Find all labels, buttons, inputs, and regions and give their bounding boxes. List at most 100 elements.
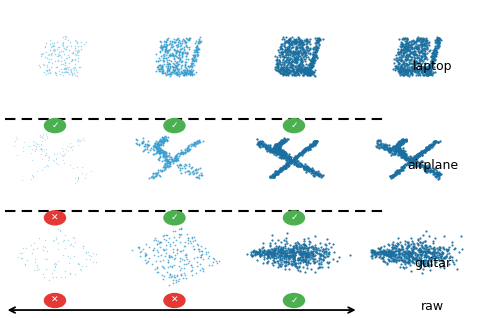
- Point: [270, 258, 278, 263]
- Point: [43, 134, 51, 139]
- Point: [162, 150, 170, 155]
- Point: [296, 259, 304, 265]
- Point: [191, 237, 199, 242]
- Point: [391, 148, 399, 153]
- Point: [402, 53, 410, 59]
- Point: [164, 154, 172, 159]
- Point: [160, 43, 168, 48]
- Point: [260, 250, 267, 255]
- Point: [377, 250, 385, 255]
- Point: [427, 143, 435, 148]
- Point: [396, 254, 403, 259]
- Point: [47, 44, 55, 49]
- Point: [158, 139, 166, 144]
- Point: [184, 71, 191, 76]
- Point: [394, 50, 402, 55]
- Point: [271, 259, 279, 264]
- Point: [392, 147, 400, 152]
- Point: [174, 164, 182, 169]
- Point: [292, 155, 299, 160]
- Point: [382, 252, 390, 257]
- Point: [388, 146, 395, 151]
- Point: [319, 258, 326, 263]
- Point: [421, 55, 428, 60]
- Point: [294, 49, 302, 54]
- Point: [283, 67, 291, 72]
- Point: [311, 73, 319, 78]
- Point: [400, 73, 407, 78]
- Point: [288, 247, 296, 252]
- Point: [185, 146, 193, 151]
- Point: [281, 242, 289, 247]
- Point: [309, 57, 317, 62]
- Point: [431, 246, 439, 252]
- Point: [405, 160, 413, 165]
- Point: [386, 174, 394, 179]
- Point: [268, 175, 275, 180]
- Point: [18, 256, 26, 261]
- Point: [181, 62, 189, 67]
- Point: [276, 263, 283, 268]
- Point: [52, 65, 60, 70]
- Point: [434, 45, 442, 51]
- Point: [405, 250, 413, 255]
- Point: [152, 150, 160, 155]
- Point: [33, 263, 41, 268]
- Point: [27, 243, 35, 248]
- Point: [158, 138, 165, 143]
- Point: [398, 66, 406, 71]
- Point: [380, 256, 387, 261]
- Point: [406, 158, 413, 163]
- Point: [293, 69, 300, 74]
- Point: [304, 72, 312, 77]
- Point: [395, 141, 402, 146]
- Point: [410, 157, 418, 162]
- Point: [412, 245, 420, 251]
- Point: [294, 163, 302, 169]
- Point: [281, 61, 288, 66]
- Point: [410, 156, 418, 161]
- Point: [420, 37, 427, 42]
- Point: [190, 58, 198, 63]
- Point: [404, 257, 412, 262]
- Point: [188, 61, 196, 66]
- Point: [297, 69, 304, 74]
- Point: [395, 170, 402, 175]
- Point: [163, 269, 171, 274]
- Point: [415, 246, 423, 252]
- Point: [398, 139, 406, 144]
- Point: [393, 144, 401, 149]
- Point: [150, 247, 157, 252]
- Point: [26, 143, 34, 148]
- Point: [422, 38, 430, 43]
- Point: [195, 138, 202, 143]
- Point: [399, 53, 407, 58]
- Point: [251, 250, 259, 255]
- Point: [310, 168, 317, 173]
- Point: [286, 156, 294, 161]
- Point: [286, 69, 293, 74]
- Point: [293, 47, 300, 52]
- Point: [272, 142, 279, 147]
- Point: [255, 141, 263, 146]
- Point: [410, 45, 418, 50]
- Point: [176, 163, 184, 168]
- Point: [65, 48, 73, 53]
- Point: [395, 168, 403, 173]
- Point: [268, 250, 275, 255]
- Point: [273, 150, 281, 155]
- Point: [418, 60, 426, 66]
- Point: [300, 237, 307, 242]
- Point: [314, 40, 321, 45]
- Point: [386, 252, 393, 257]
- Point: [271, 145, 279, 150]
- Point: [280, 151, 287, 156]
- Point: [190, 142, 197, 147]
- Point: [153, 142, 161, 148]
- Point: [133, 137, 141, 142]
- Point: [69, 51, 76, 56]
- Point: [417, 35, 425, 40]
- Point: [422, 148, 429, 153]
- Point: [191, 53, 198, 58]
- Point: [311, 233, 318, 238]
